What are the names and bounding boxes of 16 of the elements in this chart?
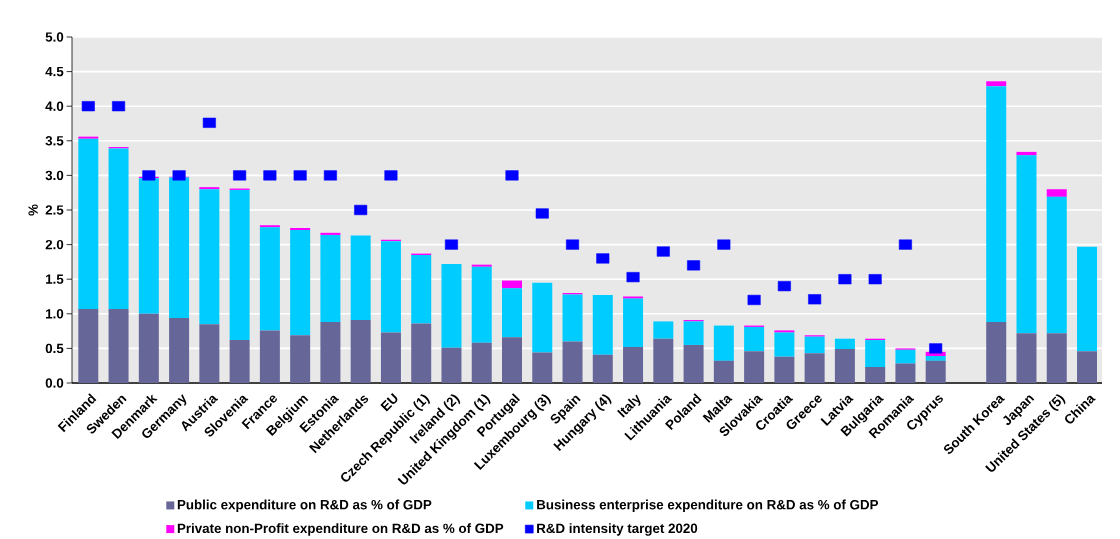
y-tick-label: 1.5 bbox=[46, 274, 64, 284]
legend-label: R&D intensity target 2020 bbox=[537, 523, 698, 536]
y-tick-label: 3.0 bbox=[45, 170, 64, 181]
y-tick-label: 1.0 bbox=[46, 309, 64, 319]
legend-label: Private non-Profit expenditure on R&D as % of GDP bbox=[177, 523, 504, 536]
legend-label: Public expenditure on R&D as % of GDP bbox=[177, 499, 432, 513]
y-tick-label: 4.0 bbox=[45, 101, 64, 111]
legend-label: Business enterprise expenditure on R&D as % of GDP bbox=[537, 499, 879, 513]
y-tick-label: 5.0 bbox=[45, 32, 64, 42]
y-tick-label: 3.5 bbox=[45, 136, 64, 146]
y-tick-label: 0.5 bbox=[45, 343, 64, 354]
y-axis-title: % bbox=[28, 204, 38, 216]
y-tick-label: 0.0 bbox=[45, 378, 64, 388]
y-tick-label: 2.5 bbox=[45, 205, 64, 215]
y-tick-label: 2.0 bbox=[45, 239, 64, 250]
y-tick-label: 4.5 bbox=[45, 66, 64, 77]
